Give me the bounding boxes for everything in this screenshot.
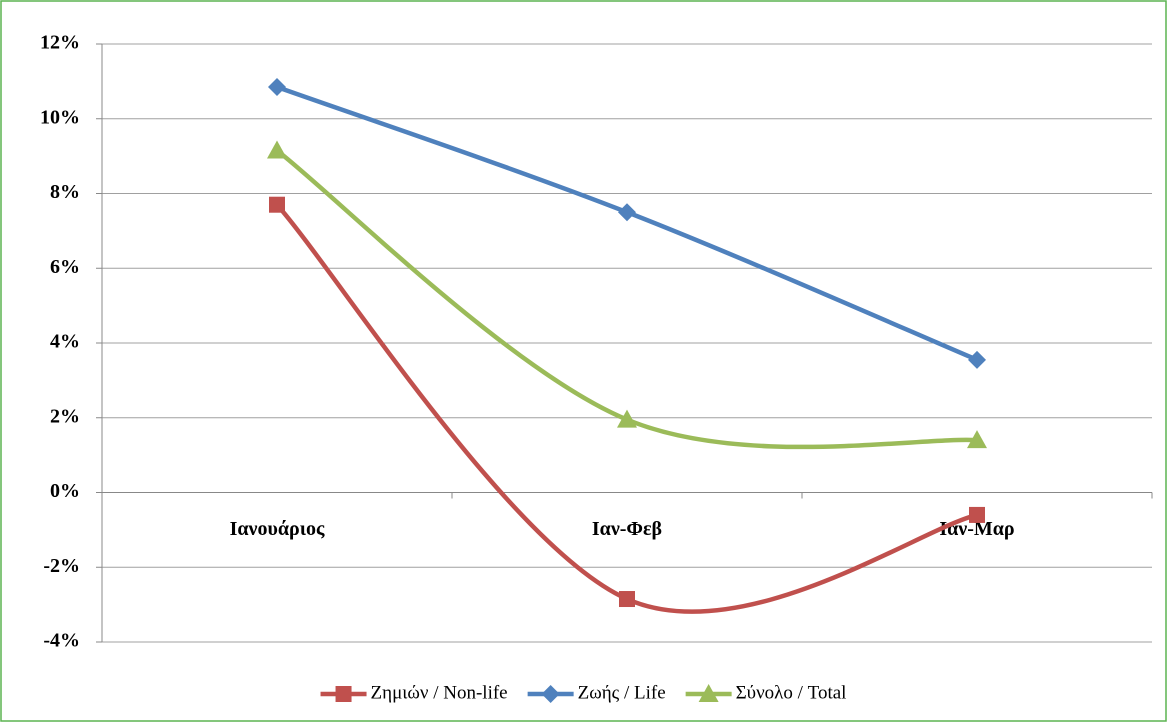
- data-point: [967, 430, 987, 449]
- y-tick-label: 8%: [50, 181, 80, 203]
- data-point: [969, 506, 985, 523]
- data-point: [968, 350, 986, 369]
- data-point: [267, 140, 287, 159]
- y-tick-label: 4%: [50, 331, 80, 353]
- legend-marker: [335, 686, 352, 702]
- data-point: [269, 196, 285, 213]
- legend-label: Σύνολο / Total: [736, 682, 847, 703]
- data-point: [617, 409, 637, 428]
- legend-label: Ζημιών / Non-life: [371, 682, 508, 703]
- legend-label: Ζωής / Life: [578, 682, 666, 703]
- legend-marker: [541, 685, 560, 703]
- legend-marker: [698, 684, 719, 702]
- legend: Ζημιών / Non-life Ζωής / Life Σύνολο / Tot…: [320, 682, 847, 703]
- y-tick-label: 2%: [50, 405, 80, 427]
- data-point: [268, 77, 286, 96]
- y-tick-label: 10%: [40, 106, 80, 128]
- y-tick-label: 12%: [40, 32, 80, 54]
- x-tick-label: Ιαν-Φεβ: [592, 518, 662, 540]
- y-tick-label: -2%: [43, 555, 80, 577]
- x-tick-label: Ιανουάριος: [230, 518, 325, 540]
- data-point: [619, 591, 635, 608]
- data-point: [618, 203, 636, 222]
- y-tick-label: -4%: [43, 630, 80, 652]
- y-tick-label: 6%: [50, 256, 80, 278]
- y-tick-label: 0%: [50, 480, 80, 502]
